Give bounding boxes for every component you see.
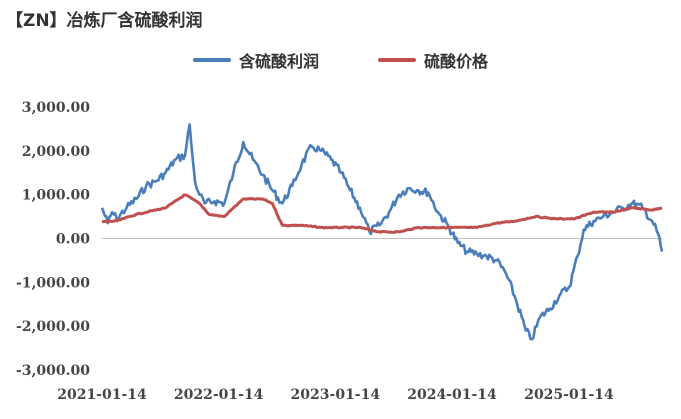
legend-swatch-acid-price	[378, 58, 416, 62]
y-axis: 3,000.00 2,000.00 1,000.00 0.00 -1,000.00 -2,…	[16, 100, 90, 379]
x-tick-label: 2022-01-14	[174, 387, 264, 403]
legend: 含硫酸利润 硫酸价格	[0, 48, 681, 72]
y-tick-label: -3,000.00	[16, 363, 90, 379]
legend-label-profit: 含硫酸利润	[239, 52, 320, 71]
y-tick-label: 1,000.00	[22, 188, 90, 204]
y-tick-label: 3,000.00	[22, 100, 90, 116]
series-line-0	[100, 123, 664, 341]
x-tick-label: 2025-01-14	[524, 387, 614, 403]
series-layer	[100, 123, 664, 341]
legend-swatch-profit	[193, 58, 231, 62]
x-tick-label: 2021-01-14	[57, 387, 147, 403]
series-line-1	[101, 193, 663, 234]
y-tick-label: -2,000.00	[16, 319, 90, 335]
y-tick-label: 0.00	[56, 232, 90, 248]
y-tick-label: -1,000.00	[16, 275, 90, 291]
x-tick-label: 2024-01-14	[407, 387, 497, 403]
legend-item-acid-price: 硫酸价格	[378, 48, 488, 72]
legend-label-acid-price: 硫酸价格	[424, 52, 489, 71]
x-tick-label: 2023-01-14	[291, 387, 381, 403]
legend-item-profit: 含硫酸利润	[193, 48, 319, 72]
y-tick-label: 2,000.00	[22, 144, 90, 160]
chart-title: 【ZN】冶炼厂含硫酸利润	[6, 11, 203, 31]
x-axis: 2021-01-14 2022-01-14 2023-01-14 2024-01-14…	[57, 387, 614, 403]
